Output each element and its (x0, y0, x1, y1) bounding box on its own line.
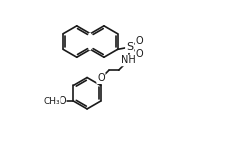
Text: S: S (125, 42, 133, 52)
Text: O: O (135, 36, 143, 46)
Text: O: O (97, 73, 104, 83)
Text: O: O (135, 49, 143, 58)
Text: NH: NH (121, 56, 135, 65)
Text: O: O (58, 96, 65, 106)
Text: CH₃: CH₃ (43, 97, 60, 106)
